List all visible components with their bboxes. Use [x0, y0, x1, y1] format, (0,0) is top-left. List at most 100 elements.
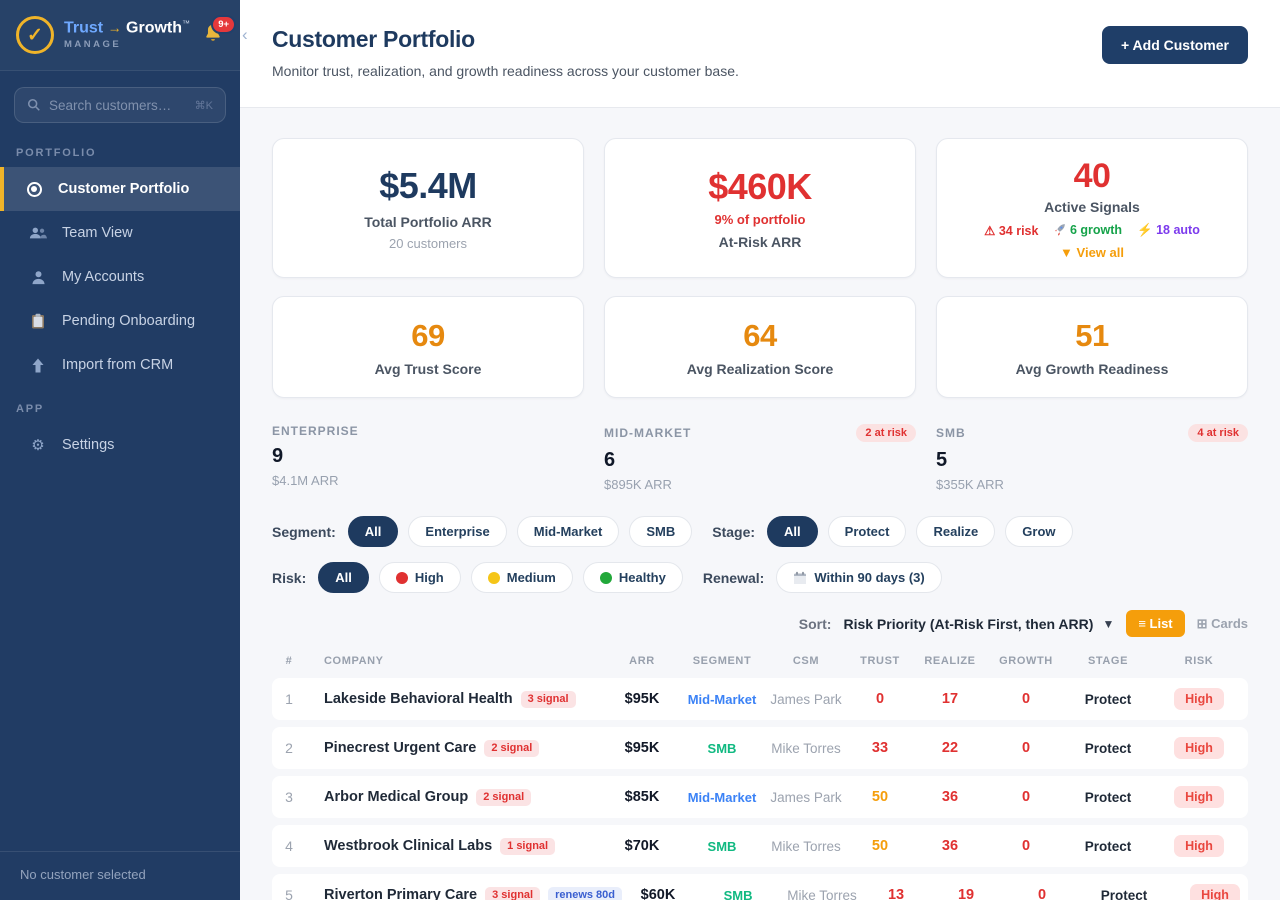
stat-card-active-signals: 40 Active Signals ⚠ 34 risk 6 growth ⚡ 1… — [936, 138, 1248, 278]
sidebar-item-customer-portfolio[interactable]: Customer Portfolio — [0, 167, 240, 211]
realize-score: 19 — [957, 887, 975, 900]
customer-table: # COMPANY ARR SEGMENT CSM TRUST REALIZE … — [272, 655, 1248, 900]
renewal-pill-90-days[interactable]: Within 90 days (3) — [776, 562, 942, 593]
table-row[interactable]: 1 Lakeside Behavioral Health 3 signal $9… — [272, 678, 1248, 720]
trust-score: 13 — [887, 887, 905, 900]
search-shortcut: ⌘K — [194, 99, 213, 112]
total-arr-label: Total Portfolio ARR — [364, 214, 492, 230]
segment-filter-label: Segment: — [272, 523, 336, 540]
brand-trust: Trust — [64, 19, 104, 36]
chevron-down-icon: ▼ — [1102, 616, 1115, 631]
col-trust: TRUST — [860, 655, 900, 667]
company-name: Lakeside Behavioral Health — [324, 691, 513, 707]
segment-risk-badge: 4 at risk — [1188, 424, 1248, 442]
sidebar-item-my-accounts[interactable]: My Accounts — [0, 255, 240, 299]
col-csm: CSM — [792, 655, 820, 667]
risk-pill-medium[interactable]: Medium — [470, 562, 573, 593]
sidebar-item-settings[interactable]: ⚙ Settings — [0, 423, 240, 467]
segment-pill-smb[interactable]: SMB — [629, 516, 693, 547]
segment-arr: $4.1M ARR — [272, 473, 339, 488]
nav-label: Pending Onboarding — [62, 313, 196, 329]
segment-pill-mid-market[interactable]: Mid-Market — [516, 516, 620, 547]
risk-badge: High — [1174, 786, 1224, 808]
app-logo: ✓ Trust → Growth™ MANAGE 9+ ‹ — [0, 0, 248, 71]
trust-score: 50 — [871, 838, 889, 854]
cards-view-button[interactable]: ⊞ Cards — [1196, 615, 1248, 631]
avg-trust-value: 69 — [411, 317, 445, 353]
user-icon — [28, 270, 48, 285]
segment-name: SMB — [936, 426, 966, 440]
page-title: Customer Portfolio — [272, 26, 475, 52]
stage-pill-grow[interactable]: Grow — [1005, 516, 1073, 547]
segment-name: ENTERPRISE — [272, 424, 359, 438]
arr-value: $70K — [624, 838, 660, 854]
segment-arr: $895K ARR — [604, 477, 672, 492]
brand-growth: Growth — [126, 19, 183, 36]
brand-arrow-icon: → — [107, 19, 122, 35]
realize-score: 36 — [941, 789, 959, 805]
list-view-button[interactable]: ≡ List — [1126, 610, 1185, 637]
risk-badge: High — [1174, 688, 1224, 710]
company-name: Arbor Medical Group — [324, 789, 469, 805]
selection-status: No customer selected — [0, 851, 240, 900]
gear-icon: ⚙ — [31, 437, 45, 454]
csm-name: Mike Torres — [771, 838, 841, 854]
search-customers-box[interactable]: ⌘K — [14, 87, 226, 123]
sidebar-collapse-button[interactable]: ‹ — [242, 25, 248, 44]
company-name: Riverton Primary Care — [324, 887, 478, 900]
sidebar-item-pending-onboarding[interactable]: Pending Onboarding — [0, 299, 240, 343]
col-company: COMPANY — [324, 655, 384, 667]
table-row[interactable]: 3 Arbor Medical Group 2 signal $85K Mid-… — [272, 776, 1248, 818]
add-customer-button[interactable]: + Add Customer — [1102, 26, 1248, 64]
stat-cards-row1: $5.4M Total Portfolio ARR 20 customers $… — [272, 138, 1248, 278]
col-segment: SEGMENT — [692, 655, 752, 667]
table-row[interactable]: 5 Riverton Primary Care 3 signal renews … — [272, 874, 1248, 900]
upload-icon — [28, 358, 48, 373]
stage-filter-label: Stage: — [712, 523, 756, 540]
stat-card-avg-trust: 69 Avg Trust Score — [272, 296, 584, 398]
segment-value: Mid-Market — [687, 691, 757, 707]
table-row[interactable]: 2 Pinecrest Urgent Care 2 signal $95K SM… — [272, 727, 1248, 769]
stat-card-avg-realization: 64 Avg Realization Score — [604, 296, 916, 398]
filter-row-risk-renewal: Risk: All High Medium Healthy Renewal: W… — [272, 562, 1248, 593]
users-icon — [28, 226, 48, 240]
signals-breakdown: ⚠ 34 risk 6 growth ⚡ 18 auto — [984, 223, 1200, 238]
search-icon — [27, 98, 40, 111]
red-dot-icon — [395, 571, 408, 584]
stage-value: Protect — [1084, 740, 1132, 756]
sidebar: ✓ Trust → Growth™ MANAGE 9+ ‹ ⌘K PORTFOL… — [0, 0, 248, 900]
segment-count: 5 — [936, 449, 948, 471]
stat-card-total-arr: $5.4M Total Portfolio ARR 20 customers — [272, 138, 584, 278]
risk-pill-high[interactable]: High — [378, 562, 461, 593]
col-num: # — [285, 655, 293, 667]
sidebar-item-team-view[interactable]: Team View — [0, 211, 240, 255]
stat-cards-row2: 69 Avg Trust Score 64 Avg Realization Sc… — [272, 296, 1248, 398]
search-input[interactable] — [49, 97, 187, 113]
sort-toolbar: Sort: Risk Priority (At-Risk First, then… — [272, 610, 1248, 637]
segment-pill-all[interactable]: All — [347, 516, 399, 547]
segment-arr: $355K ARR — [936, 477, 1004, 492]
trust-score: 50 — [871, 789, 889, 805]
sort-label: Sort: — [798, 615, 832, 632]
view-all-signals-link[interactable]: ▼ View all — [1060, 244, 1124, 260]
table-row[interactable]: 4 Westbrook Clinical Labs 1 signal $70K … — [272, 825, 1248, 867]
risk-pill-healthy[interactable]: Healthy — [582, 562, 683, 593]
stage-pill-realize[interactable]: Realize — [916, 516, 996, 547]
stage-pill-all[interactable]: All — [767, 516, 818, 547]
stat-card-avg-growth: 51 Avg Growth Readiness — [936, 296, 1248, 398]
risk-badge: High — [1190, 884, 1240, 900]
sort-select[interactable]: Risk Priority (At-Risk First, then ARR) … — [843, 615, 1115, 632]
active-signals-value: 40 — [1073, 156, 1111, 195]
target-icon — [24, 181, 44, 197]
at-risk-percent: 9% of portfolio — [714, 212, 806, 227]
stage-pill-protect[interactable]: Protect — [827, 516, 907, 547]
segment-pill-enterprise[interactable]: Enterprise — [408, 516, 507, 547]
calendar-icon — [794, 571, 807, 584]
sidebar-item-import-from-crm[interactable]: Import from CRM — [0, 343, 240, 387]
trust-score: 33 — [871, 740, 889, 756]
risk-pill-all[interactable]: All — [318, 562, 369, 593]
notifications-button[interactable]: 9+ — [202, 14, 237, 49]
trust-score: 0 — [875, 691, 885, 707]
col-growth: GROWTH — [999, 655, 1053, 667]
filter-row-segment-stage: Segment: All Enterprise Mid-Market SMB S… — [272, 516, 1248, 547]
